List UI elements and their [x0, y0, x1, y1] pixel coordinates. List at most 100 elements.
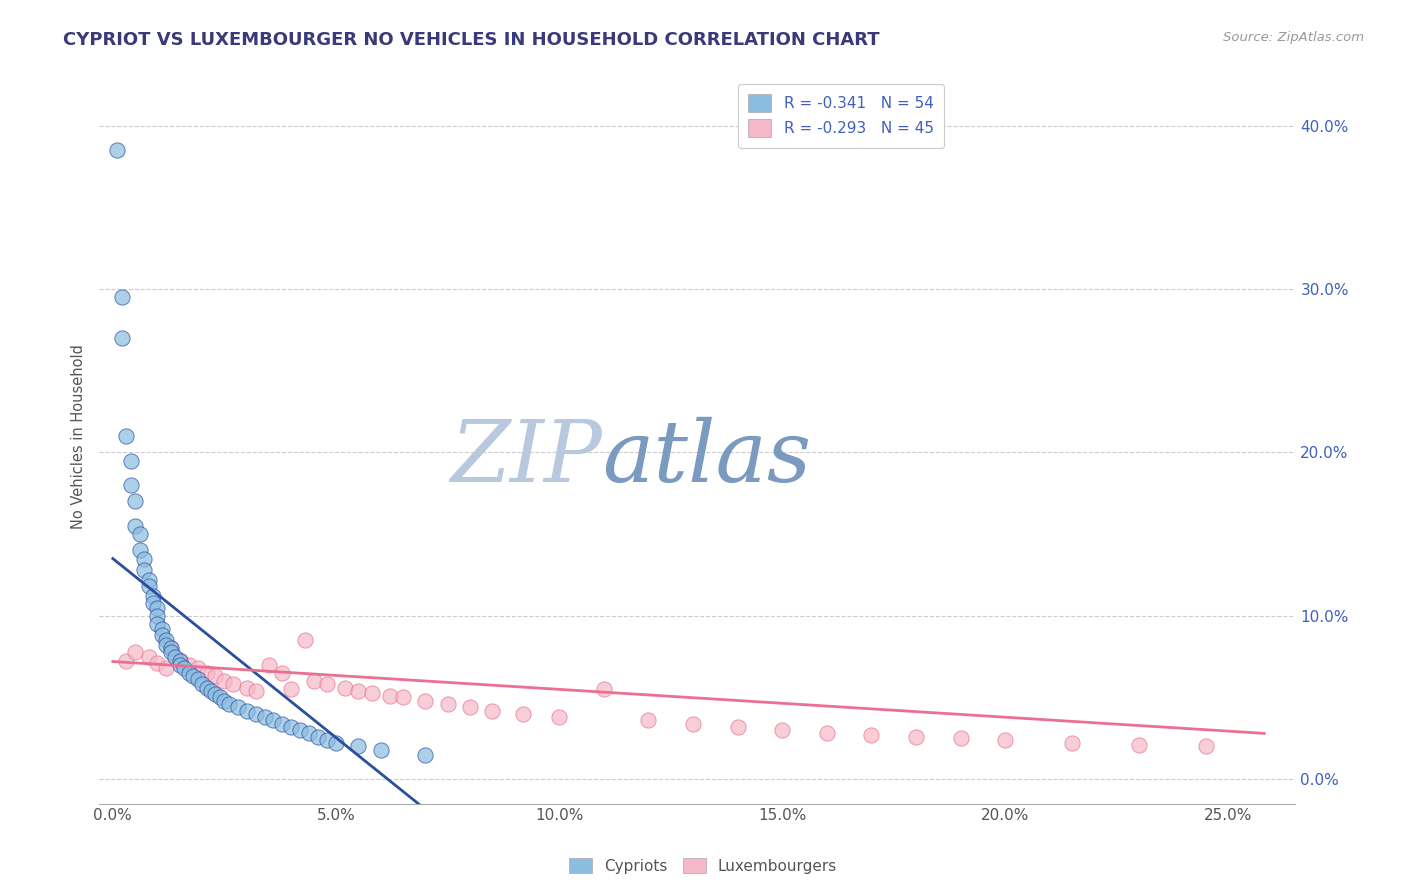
Point [413, 694, 436, 708]
Point [111, 290, 134, 304]
Point [548, 710, 571, 724]
Point [378, 689, 401, 703]
Point [169, 655, 191, 669]
Point [120, 478, 142, 492]
Point [325, 736, 347, 750]
Point [214, 674, 236, 689]
Point [128, 543, 150, 558]
Point [226, 700, 249, 714]
Point [187, 661, 209, 675]
Point [132, 551, 155, 566]
Point [138, 573, 160, 587]
Point [204, 687, 226, 701]
Point [165, 649, 187, 664]
Point [770, 723, 793, 738]
Point [347, 739, 370, 754]
Point [181, 669, 204, 683]
Point [905, 730, 928, 744]
Point [218, 697, 240, 711]
Point [155, 633, 177, 648]
Point [142, 596, 165, 610]
Point [115, 655, 138, 669]
Text: atlas: atlas [602, 417, 811, 500]
Point [115, 429, 138, 443]
Point [392, 690, 415, 705]
Point [994, 732, 1017, 747]
Point [257, 657, 280, 672]
Point [146, 616, 169, 631]
Point [208, 690, 231, 705]
Point [682, 716, 704, 731]
Point [200, 684, 222, 698]
Point [333, 681, 356, 695]
Point [195, 665, 218, 680]
Point [187, 673, 209, 687]
Point [155, 661, 177, 675]
Point [1062, 736, 1084, 750]
Point [512, 706, 534, 721]
Point [169, 653, 191, 667]
Point [481, 704, 503, 718]
Point [298, 726, 321, 740]
Point [1195, 739, 1218, 754]
Point [177, 665, 200, 680]
Point [302, 674, 325, 689]
Point [146, 608, 169, 623]
Point [124, 494, 146, 508]
Point [1128, 738, 1150, 752]
Point [155, 638, 177, 652]
Point [222, 677, 245, 691]
Point [173, 661, 195, 675]
Point [235, 681, 257, 695]
Text: CYPRIOT VS LUXEMBOURGER NO VEHICLES IN HOUSEHOLD CORRELATION CHART: CYPRIOT VS LUXEMBOURGER NO VEHICLES IN H… [63, 31, 880, 49]
Point [271, 665, 294, 680]
Point [191, 677, 214, 691]
Point [245, 706, 267, 721]
Point [860, 728, 883, 742]
Point [111, 331, 134, 345]
Legend: R = -0.341   N = 54, R = -0.293   N = 45: R = -0.341 N = 54, R = -0.293 N = 45 [738, 84, 945, 148]
Point [204, 669, 226, 683]
Point [949, 731, 972, 746]
Point [160, 641, 183, 656]
Point [263, 714, 285, 728]
Point [142, 589, 165, 603]
Point [132, 563, 155, 577]
Point [280, 682, 302, 697]
Point [815, 726, 838, 740]
Point [316, 677, 339, 691]
Point [290, 723, 312, 738]
Point [138, 579, 160, 593]
Point [160, 645, 183, 659]
Point [124, 519, 146, 533]
Point [307, 730, 329, 744]
Point [280, 720, 302, 734]
Point [169, 657, 191, 672]
Point [727, 720, 749, 734]
Point [146, 656, 169, 670]
Point [253, 710, 276, 724]
Point [592, 682, 614, 697]
Point [294, 633, 316, 648]
Point [195, 681, 218, 695]
Point [160, 641, 183, 656]
Point [177, 657, 200, 672]
Text: ZIP: ZIP [450, 417, 602, 500]
Point [124, 645, 146, 659]
Point [436, 697, 458, 711]
Point [271, 716, 294, 731]
Point [138, 649, 160, 664]
Legend: Cypriots, Luxembourgers: Cypriots, Luxembourgers [562, 852, 844, 880]
Point [245, 684, 267, 698]
Point [105, 143, 128, 157]
Y-axis label: No Vehicles in Household: No Vehicles in Household [72, 343, 86, 528]
Point [637, 714, 659, 728]
Text: Source: ZipAtlas.com: Source: ZipAtlas.com [1223, 31, 1364, 45]
Point [347, 684, 370, 698]
Point [150, 622, 173, 636]
Point [316, 732, 339, 747]
Point [360, 685, 382, 699]
Point [458, 700, 481, 714]
Point [214, 694, 236, 708]
Point [120, 453, 142, 467]
